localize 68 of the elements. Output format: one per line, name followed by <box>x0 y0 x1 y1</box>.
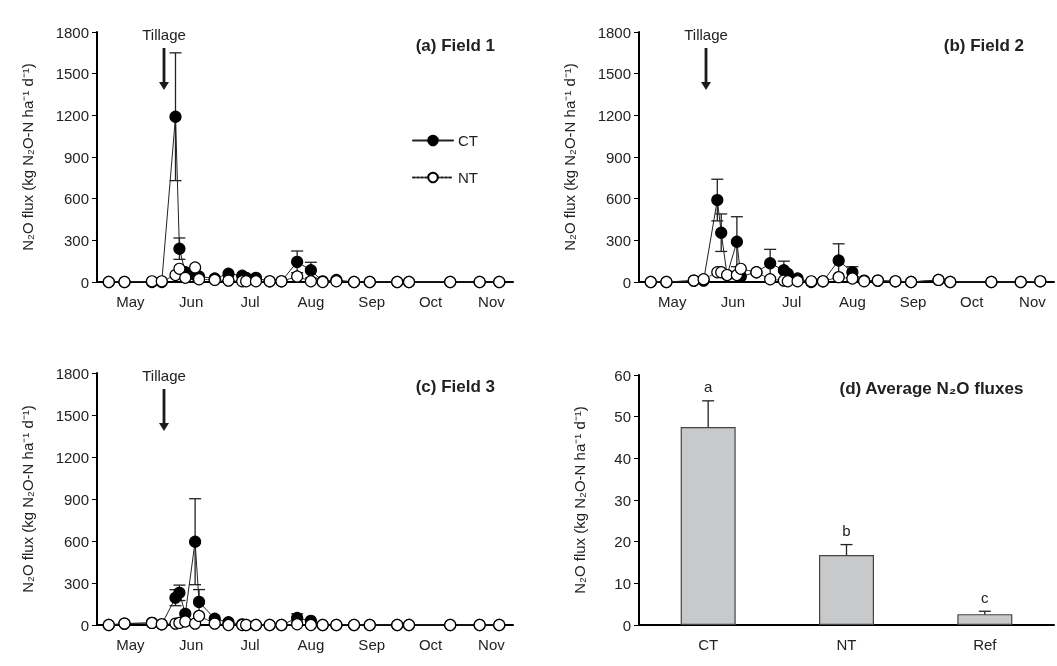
x-tick-label: Oct <box>418 636 444 653</box>
y-tick-label: 300 <box>63 574 89 592</box>
x-tick-label: Oct <box>960 293 985 310</box>
y-tick-label: 1500 <box>55 406 89 424</box>
x-tick-label: Oct <box>418 293 444 310</box>
annotation: c <box>981 588 990 606</box>
x-tick-label: May <box>116 293 146 310</box>
chart-title: (c) Field 3 <box>415 377 496 396</box>
x-tick-label: NT <box>836 636 857 653</box>
y-tick-label: 900 <box>63 490 89 508</box>
x-tick-label: Nov <box>478 636 506 653</box>
y-tick-label: 0 <box>622 616 631 634</box>
x-tick-label: Jul <box>782 293 802 310</box>
annotation: Tillage <box>142 366 186 384</box>
y-tick-label: 1500 <box>55 65 89 83</box>
y-axis-title: N₂O flux (kg N₂O-N ha⁻¹ d⁻¹) <box>571 406 588 594</box>
x-tick-label: Jul <box>240 293 260 310</box>
x-tick-label: CT <box>698 636 719 653</box>
x-tick-label: Jun <box>179 293 204 310</box>
y-tick-label: 900 <box>63 148 89 166</box>
chart-title: (b) Field 2 <box>943 36 1024 55</box>
x-tick-label: Sep <box>899 293 927 310</box>
y-tick-label: 1800 <box>55 23 89 41</box>
legend-label: CT <box>458 132 478 149</box>
y-tick-label: 600 <box>605 190 631 208</box>
x-tick-label: Ref <box>973 636 998 653</box>
x-tick-label: Jun <box>179 636 204 653</box>
x-tick-label: Nov <box>478 293 506 310</box>
legend-label: NT <box>458 169 478 186</box>
annotation: a <box>703 378 713 396</box>
y-axis-title: N₂O flux (kg N₂O-N ha⁻¹ d⁻¹) <box>19 405 36 593</box>
x-tick-label: Aug <box>297 293 325 310</box>
y-tick-label: 300 <box>63 231 89 249</box>
x-tick-label: Sep <box>358 636 386 653</box>
y-tick-label: 1500 <box>597 65 631 83</box>
y-tick-label: 60 <box>614 366 631 384</box>
annotation: Tillage <box>142 25 186 43</box>
y-tick-label: 0 <box>80 616 89 634</box>
x-tick-label: Jun <box>720 293 746 310</box>
x-tick-label: Aug <box>297 636 325 653</box>
x-tick-label: Nov <box>1019 293 1047 310</box>
x-tick-label: Aug <box>839 293 866 310</box>
x-tick-label: Jul <box>240 636 260 653</box>
y-tick-label: 600 <box>63 190 89 208</box>
y-tick-label: 0 <box>80 273 89 291</box>
annotation: b <box>842 522 851 540</box>
y-axis-title: N₂O flux (kg N₂O-N ha⁻¹ d⁻¹) <box>561 63 578 251</box>
y-tick-label: 300 <box>605 231 631 249</box>
y-tick-label: 1800 <box>55 364 89 382</box>
chart-title: (a) Field 1 <box>415 36 496 55</box>
y-tick-label: 900 <box>605 148 631 166</box>
y-tick-label: 1200 <box>597 106 631 124</box>
y-tick-label: 1200 <box>55 106 89 124</box>
annotation: Tillage <box>684 25 728 43</box>
y-tick-label: 1200 <box>55 448 89 466</box>
y-tick-label: 10 <box>614 574 631 592</box>
y-tick-label: 30 <box>614 491 631 509</box>
chart-title: (d) Average N₂O fluxes <box>839 379 1024 398</box>
y-axis-title: N₂O flux (kg N₂O-N ha⁻¹ d⁻¹) <box>19 63 36 251</box>
x-tick-label: Sep <box>358 293 386 310</box>
y-tick-label: 40 <box>614 449 631 467</box>
y-tick-label: 600 <box>63 532 89 550</box>
y-tick-label: 0 <box>622 273 631 291</box>
x-tick-label: May <box>658 293 687 310</box>
y-tick-label: 20 <box>614 533 631 551</box>
x-tick-label: May <box>116 636 146 653</box>
y-tick-label: 1800 <box>597 23 631 41</box>
y-tick-label: 50 <box>614 408 631 426</box>
